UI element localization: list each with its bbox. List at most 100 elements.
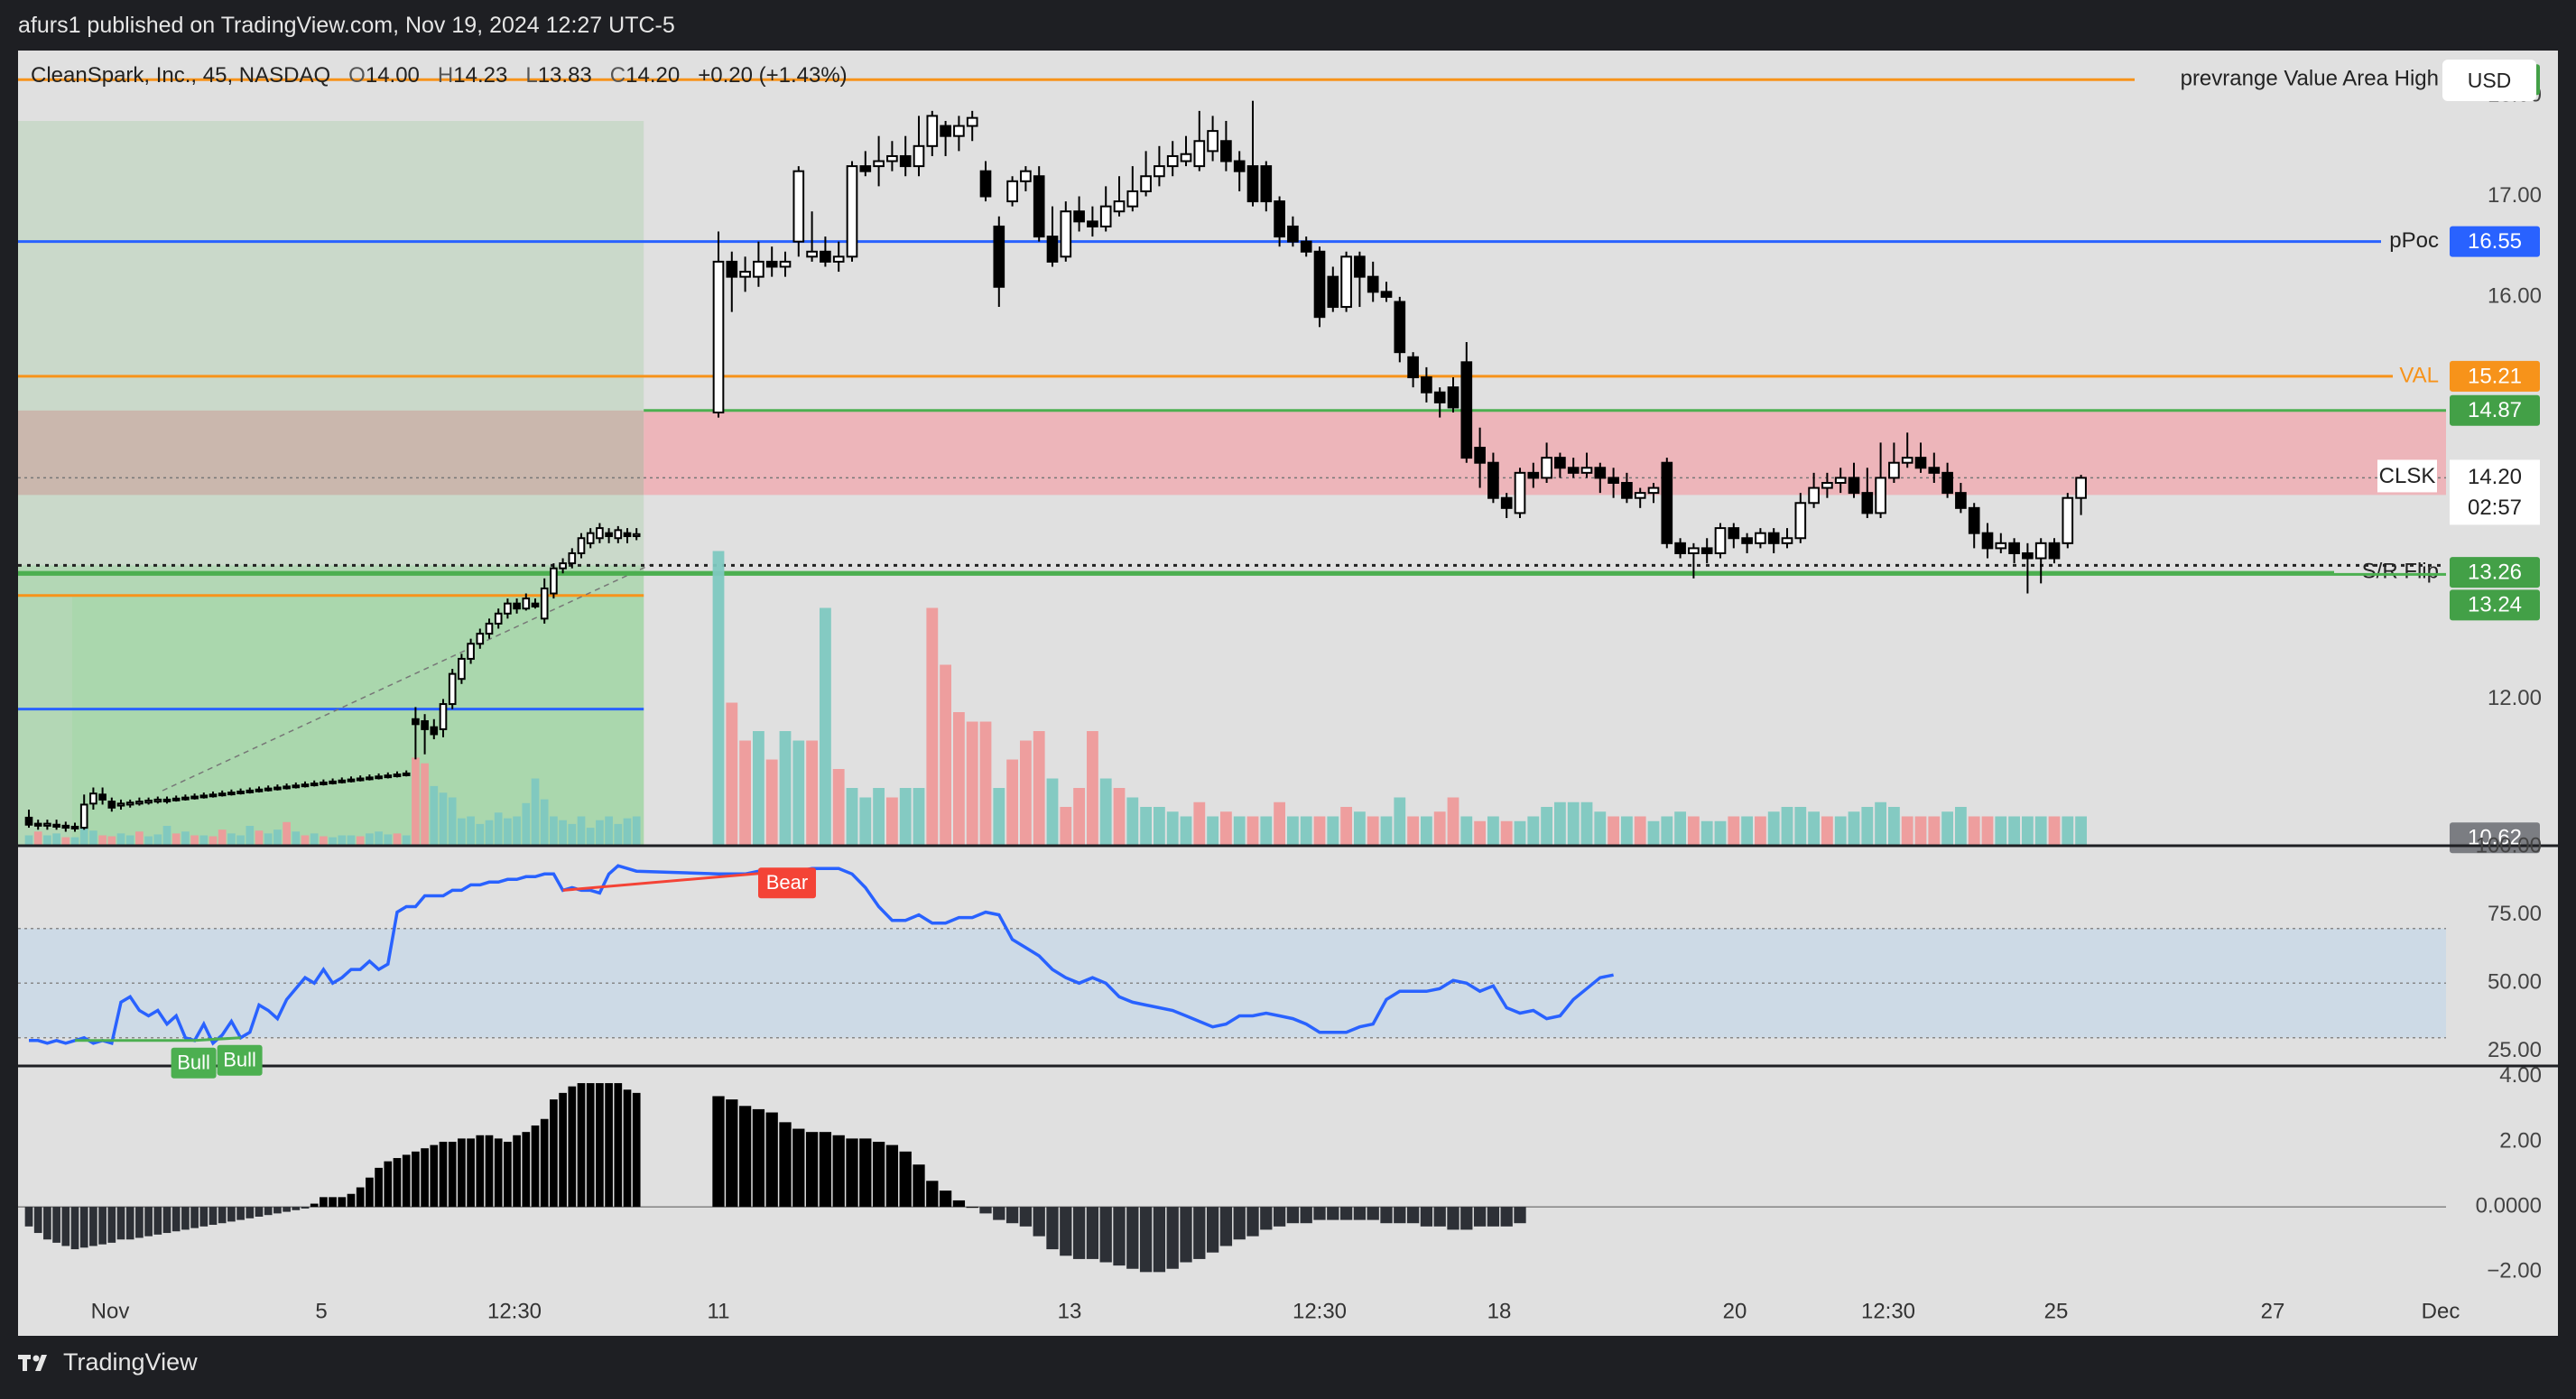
histogram-bar xyxy=(952,1200,966,1208)
candle xyxy=(485,622,494,635)
candle xyxy=(218,792,227,797)
time-tick-label: 11 xyxy=(708,1299,730,1323)
volume-bar xyxy=(384,834,393,845)
candle xyxy=(1728,527,1740,540)
histogram-bar xyxy=(1367,1207,1379,1220)
volume-bar xyxy=(966,721,978,845)
footer-brand[interactable]: TradingView xyxy=(63,1348,198,1376)
volume-bar xyxy=(577,816,586,845)
rsi-tick-label: 50.00 xyxy=(2488,970,2542,995)
candle xyxy=(1367,275,1379,293)
price-tick-label: 17.00 xyxy=(2488,183,2542,208)
time-tick-label: 27 xyxy=(2261,1299,2285,1323)
candle xyxy=(1354,255,1366,278)
volume-bar xyxy=(1995,816,2007,845)
histogram-bar xyxy=(1473,1207,1487,1227)
volume-bar xyxy=(1928,816,1941,845)
level-label: S/R Flip xyxy=(2362,559,2439,583)
histogram-bar xyxy=(1300,1207,1312,1224)
volume-bar xyxy=(1567,801,1580,845)
candle xyxy=(605,532,613,538)
histogram-bar xyxy=(458,1138,466,1208)
volume-bar xyxy=(1340,807,1352,845)
candle xyxy=(1941,471,1953,495)
histogram-bar xyxy=(1500,1207,1513,1227)
currency-button[interactable]: USD xyxy=(2442,60,2536,101)
candle xyxy=(966,116,978,127)
histogram-bar xyxy=(1380,1207,1393,1224)
candle xyxy=(586,532,595,544)
histogram-bar xyxy=(1233,1207,1246,1240)
histogram-bar xyxy=(1206,1207,1219,1253)
candle xyxy=(2062,496,2074,544)
time-tick-label: 13 xyxy=(1058,1299,1082,1323)
candle xyxy=(402,772,411,776)
volume-bar xyxy=(1474,820,1486,845)
volume-bar xyxy=(531,778,540,845)
histogram-bar xyxy=(283,1207,291,1212)
candle xyxy=(1995,542,2007,550)
histogram-bar xyxy=(208,1207,218,1226)
volume-bar xyxy=(144,836,153,845)
volume-bar xyxy=(494,812,503,845)
volume-bar xyxy=(1741,816,1753,845)
chart-panel[interactable]: prevrange Value Area High pPoc VAL S/R Flip… xyxy=(18,51,2558,1336)
candle xyxy=(273,786,282,791)
volume-bar xyxy=(1327,816,1339,845)
volume-bar xyxy=(1647,820,1660,845)
candle xyxy=(953,125,965,137)
candle xyxy=(199,794,208,799)
histogram-bar xyxy=(439,1142,448,1208)
candle xyxy=(1300,240,1312,253)
volume-bar xyxy=(1260,816,1273,845)
histogram-bar xyxy=(1086,1207,1099,1259)
candle xyxy=(2075,477,2087,499)
trend-projection-line xyxy=(162,564,651,792)
volume-bar xyxy=(1714,820,1727,845)
histogram-bar xyxy=(199,1207,208,1227)
candle xyxy=(522,598,531,610)
candle xyxy=(1661,461,1673,544)
volume-bar xyxy=(550,816,558,845)
chart-canvas[interactable]: prevrange Value Area High pPoc VAL S/R Flip… xyxy=(18,51,2558,1336)
histogram-bar xyxy=(43,1207,51,1240)
candle xyxy=(2048,542,2061,560)
histogram-bar xyxy=(614,1083,623,1208)
histogram-bar xyxy=(1246,1207,1259,1237)
candle xyxy=(1928,467,1941,474)
candle xyxy=(1594,467,1607,479)
volume-bar xyxy=(2048,816,2061,845)
divergence-line xyxy=(194,1036,241,1042)
candle xyxy=(1914,457,1927,469)
histogram-bar xyxy=(596,1083,604,1208)
volume-bar xyxy=(726,702,738,845)
histogram-bar xyxy=(1153,1207,1166,1273)
volume-bar xyxy=(476,823,485,845)
histogram-bar xyxy=(135,1207,144,1238)
legend-symbol: CleanSpark, Inc., 45, NASDAQ xyxy=(31,63,331,88)
divergence-badge xyxy=(171,1047,217,1079)
volume-bar xyxy=(1634,816,1646,845)
volume-bar xyxy=(1514,820,1526,845)
histogram-bar xyxy=(89,1207,97,1246)
histogram-bar xyxy=(1113,1207,1126,1266)
candle xyxy=(116,802,125,807)
candle xyxy=(614,529,623,540)
volume-bar xyxy=(153,834,162,845)
histogram-tick-label: −2.00 xyxy=(2487,1259,2542,1283)
price-tag xyxy=(2450,226,2540,257)
histogram-bar xyxy=(522,1132,531,1208)
volume-bar xyxy=(1407,816,1419,845)
volume-bar xyxy=(820,607,831,845)
volume-bar xyxy=(614,823,623,845)
histogram-bar xyxy=(1327,1207,1339,1220)
price-tag-label: 14.87 xyxy=(2468,398,2522,422)
symbol-tag-label: CLSK xyxy=(2379,464,2436,488)
volume-bar xyxy=(135,831,144,845)
legend-low-label: L xyxy=(525,63,538,88)
histogram-bar xyxy=(107,1207,116,1243)
volume-bar xyxy=(926,607,939,845)
candle xyxy=(1861,492,1874,514)
volume-bar xyxy=(1487,816,1499,845)
histogram-bar xyxy=(1046,1207,1059,1250)
